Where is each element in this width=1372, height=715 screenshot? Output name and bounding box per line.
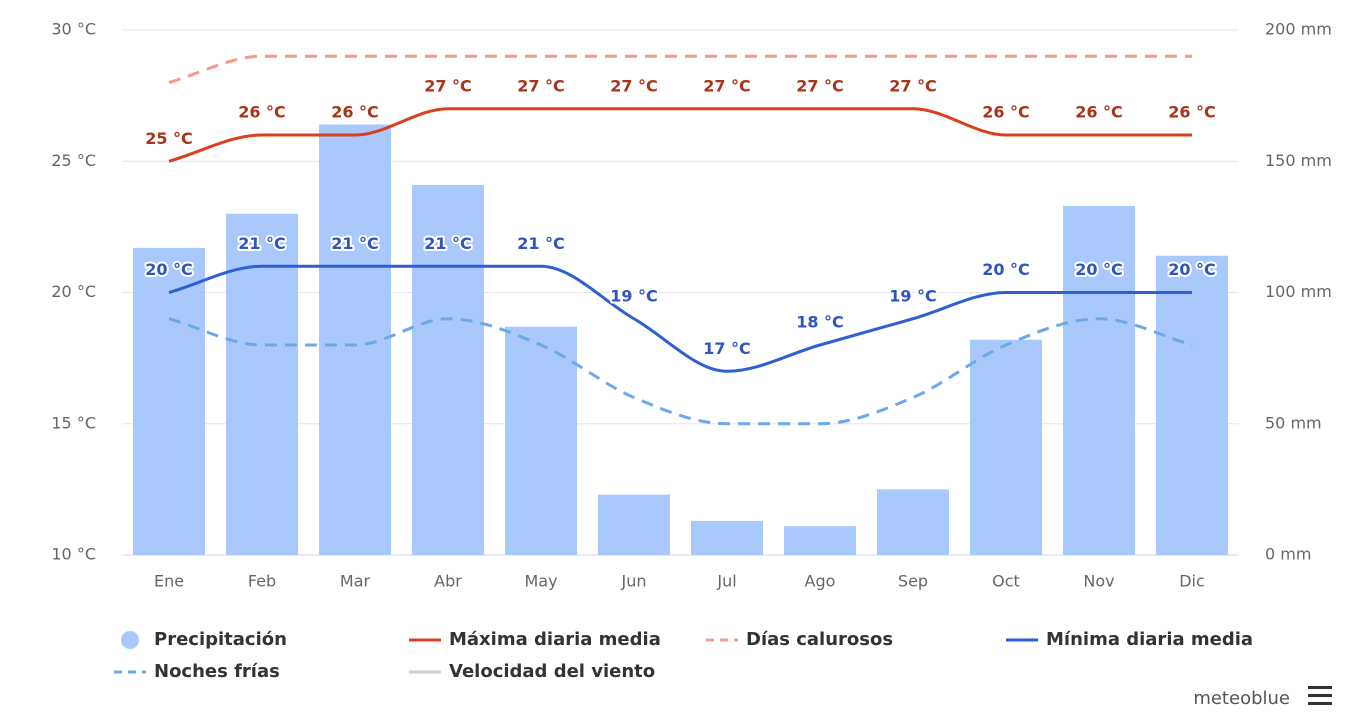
legend-label: Días calurosos: [746, 629, 893, 650]
x-tick-label: Jul: [716, 572, 736, 591]
bar: [1063, 205, 1135, 555]
y2-tick-label: 150 mm: [1265, 151, 1332, 170]
bar: [691, 520, 763, 555]
data-label: 26 °C: [982, 103, 1030, 122]
data-label: 27 °C: [796, 76, 844, 95]
bar: [133, 247, 205, 555]
data-label: 26 °C: [1168, 103, 1216, 122]
data-label: 25 °C: [145, 129, 193, 148]
y-tick-label: 25 °C: [51, 151, 96, 170]
x-tick-label: Oct: [992, 572, 1020, 591]
data-label: 26 °C: [1075, 103, 1123, 122]
legend-item[interactable]: Máxima diaria media: [409, 629, 661, 650]
data-label: 18 °C: [796, 313, 844, 332]
bar: [784, 526, 856, 555]
legend-label: Velocidad del viento: [449, 661, 655, 682]
legend-item[interactable]: Noches frías: [114, 661, 280, 682]
y-tick-label: 30 °C: [51, 20, 96, 39]
data-label: 20 °C: [1168, 260, 1216, 279]
line: [168, 317, 1193, 426]
legend-symbol: [121, 631, 139, 649]
bar: [970, 339, 1042, 555]
legend-label: Precipitación: [154, 629, 287, 650]
data-label: 27 °C: [610, 76, 658, 95]
bar: [412, 184, 484, 555]
data-label: 20 °C: [1075, 260, 1123, 279]
x-tick-label: May: [524, 572, 557, 591]
x-tick-label: Ene: [154, 572, 184, 591]
y-tick-label: 10 °C: [51, 545, 96, 564]
data-label: 27 °C: [517, 76, 565, 95]
data-label: 26 °C: [331, 103, 379, 122]
data-label: 21 °C: [424, 234, 472, 253]
line: [168, 107, 1192, 163]
legend-label: Noches frías: [154, 661, 280, 682]
credit: meteoblue: [1193, 688, 1290, 709]
bar: [877, 489, 949, 555]
data-label: 20 °C: [145, 260, 193, 279]
y2-tick-label: 100 mm: [1265, 282, 1332, 301]
data-label: 27 °C: [889, 76, 937, 95]
data-label: 19 °C: [889, 286, 937, 305]
y-tick-label: 15 °C: [51, 413, 96, 432]
y2-tick-label: 0 mm: [1265, 545, 1311, 564]
bar: [505, 326, 577, 555]
line: [168, 54, 1192, 84]
legend-item[interactable]: Días calurosos: [706, 629, 893, 650]
legend-item[interactable]: Precipitación: [121, 629, 287, 650]
x-tick-label: Mar: [340, 572, 371, 591]
data-label: 17 °C: [703, 339, 751, 358]
legend-item[interactable]: Mínima diaria media: [1006, 629, 1253, 650]
data-label: 20 °C: [982, 260, 1030, 279]
data-label: 21 °C: [517, 234, 565, 253]
menu-button[interactable]: [1302, 680, 1338, 710]
y-tick-label: 20 °C: [51, 282, 96, 301]
y2-tick-label: 200 mm: [1265, 20, 1332, 39]
x-tick-label: Sep: [898, 572, 928, 591]
x-tick-label: Jun: [621, 572, 647, 591]
legend-label: Máxima diaria media: [449, 629, 661, 650]
menu-bar: [1308, 702, 1332, 705]
x-tick-label: Ago: [805, 572, 836, 591]
line: [168, 264, 1192, 373]
y2-tick-label: 50 mm: [1265, 413, 1322, 432]
x-tick-label: Nov: [1083, 572, 1114, 591]
bar: [598, 494, 670, 555]
data-label: 21 °C: [238, 234, 286, 253]
x-tick-label: Dic: [1179, 572, 1205, 591]
data-label: 27 °C: [703, 76, 751, 95]
legend-item[interactable]: Velocidad del viento: [409, 661, 655, 682]
data-label: 21 °C: [331, 234, 379, 253]
bar: [319, 124, 391, 555]
data-label: 19 °C: [610, 286, 658, 305]
x-tick-label: Abr: [434, 572, 462, 591]
bar: [1156, 255, 1228, 555]
data-label: 27 °C: [424, 76, 472, 95]
menu-bar: [1308, 694, 1332, 697]
menu-bar: [1308, 686, 1332, 689]
legend-label: Mínima diaria media: [1046, 629, 1253, 650]
data-label: 26 °C: [238, 103, 286, 122]
x-tick-label: Feb: [248, 572, 276, 591]
